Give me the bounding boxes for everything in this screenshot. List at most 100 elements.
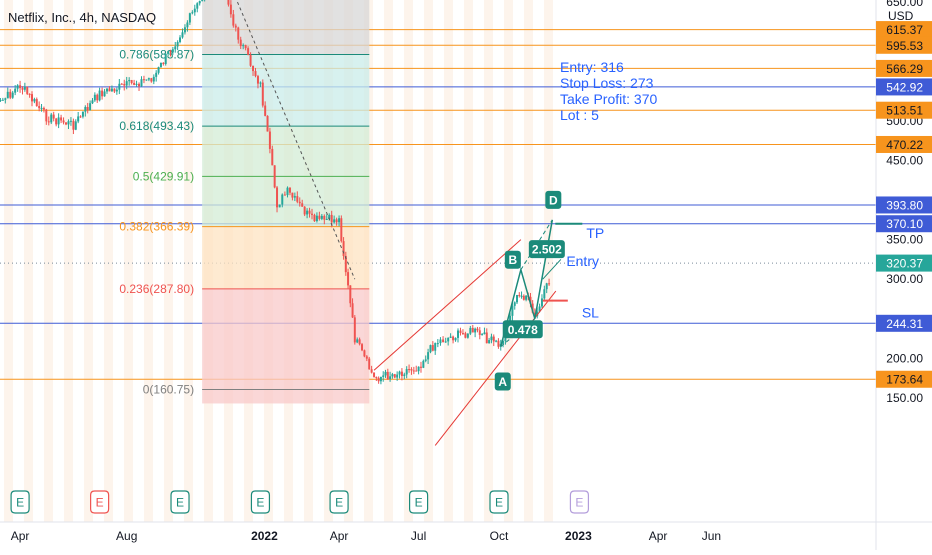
session-stripe [64,0,73,522]
candle-body [104,91,106,96]
candle-body [67,121,69,124]
candle-body [493,337,495,342]
candle-body [459,331,461,333]
candle-body [267,116,269,132]
candle-body [457,331,459,338]
session-stripe [524,0,533,522]
candle-body [380,377,382,381]
candle-body [53,115,55,119]
candle-body [148,78,150,79]
candle-body [410,369,412,370]
candle-body [296,196,298,202]
session-stripe [484,0,493,522]
candle-body [191,12,193,13]
candle-body [394,374,396,377]
candle-body [0,100,1,101]
candle-body [518,295,520,296]
candle-body [99,91,101,101]
candle-body [165,54,167,64]
candle-body [65,122,67,124]
candle-body [55,119,57,125]
time-tick-label: Apr [649,529,668,543]
candle-body [128,80,130,81]
time-tick-label: Jun [702,529,721,543]
session-stripe [84,0,93,522]
fib-zone [202,55,369,127]
candle-body [276,187,278,207]
candle-body [476,329,478,331]
time-tick-label: Apr [330,529,349,543]
candle-body [259,83,261,84]
candle-body [271,149,273,165]
price-tick-label: 200.00 [886,351,923,365]
candle-body [247,48,249,55]
time-tick-label: 2023 [565,529,592,543]
candle-body [50,115,52,123]
tp-label: TP [586,225,604,241]
candle-body [48,121,50,122]
fib-zone [202,126,369,176]
candle-body [425,359,427,360]
pattern-ratio-ab[interactable]: 0.478 [508,323,538,337]
pattern-point-b[interactable]: B [509,253,518,267]
candle-body [420,367,422,368]
candle-body [391,374,393,376]
candle-body [338,218,340,222]
candle-body [26,87,28,94]
candle-body [279,204,281,207]
trade-note-line: Lot : 5 [560,107,599,123]
session-stripe [424,0,433,522]
candle-body [136,84,138,85]
candle-body [91,100,93,103]
current-price-tag: 320.37 [886,257,923,271]
candle-body [181,32,183,37]
earnings-marker-letter: E [575,496,583,510]
candle-body [264,106,266,116]
candle-body [269,132,271,149]
candle-body [235,26,237,28]
candle-body [343,241,345,256]
fib-level-label: 0(160.75) [143,382,194,396]
candle-body [318,216,320,219]
candle-body [469,328,471,334]
candle-body [464,333,466,338]
candle-body [2,100,4,101]
candle-body [199,1,201,3]
candle-body [21,88,23,90]
candle-body [184,27,186,32]
candle-body [45,110,47,122]
candle-body [160,63,162,67]
candle-body [333,219,335,222]
candle-body [467,334,469,338]
candle-body [58,117,60,124]
price-level-tag: 244.31 [886,317,923,331]
pattern-point-a[interactable]: A [498,375,507,389]
candle-body [523,296,525,300]
candle-body [63,120,65,122]
candle-body [108,88,110,91]
price-level-tag: 542.92 [886,80,923,94]
candle-body [106,88,108,91]
candle-body [155,73,157,77]
fib-level-label: 0.382(366.39) [119,220,194,234]
candle-body [304,207,306,215]
candle-body [162,63,164,64]
candle-body [546,283,548,289]
candle-body [143,79,145,80]
candle-body [432,345,434,351]
candle-body [96,95,98,101]
entry-label: Entry [566,253,599,269]
candle-body [70,121,72,122]
fib-level-label: 0.786(583.87) [119,48,194,62]
pattern-ratio-bd[interactable]: 2.502 [532,243,562,257]
candle-body [429,345,431,352]
candle-body [179,37,181,42]
candle-body [167,51,169,54]
candle-body [548,283,550,284]
candle-body [452,337,454,341]
earnings-marker-letter: E [335,496,343,510]
candle-body [113,89,115,92]
pattern-point-d[interactable]: D [549,193,558,207]
currency-label: USD [888,9,914,23]
